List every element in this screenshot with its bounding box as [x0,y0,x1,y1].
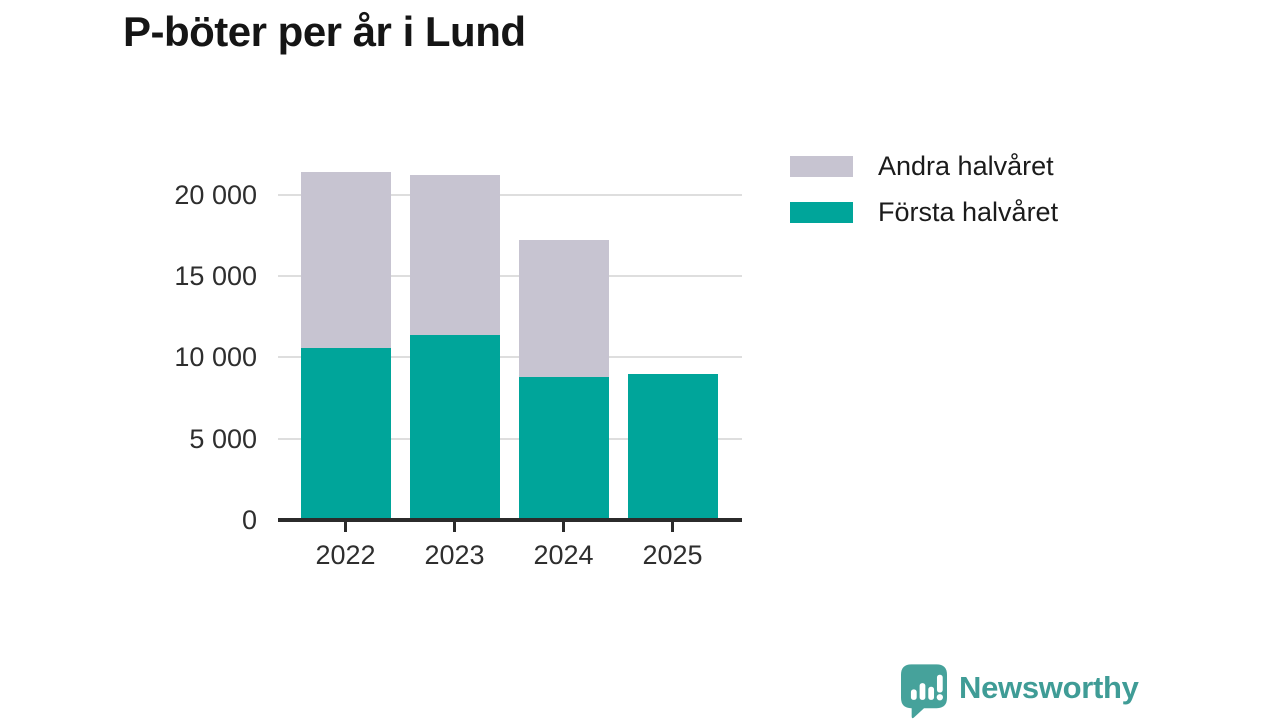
x-axis-tick [344,522,347,532]
plot-area: 0 5 000 10 000 15 000 20 000 2022 2023 2024 2025 [174,158,742,570]
bar-2025-f-rsta-halv-ret [627,373,718,520]
legend: Andra halvåret Första halvåret [790,151,1059,244]
legend-label-forsta: Första halvåret [878,197,1059,227]
y-axis-tick-label: 15 000 [174,260,257,291]
y-axis-tick-label: 0 [241,505,257,535]
newsworthy-wordmark: Newsworthy [959,670,1139,705]
bar-2024-andra-halv-ret [518,240,609,377]
gridline-15000 [278,274,742,277]
x-axis-line [278,518,742,522]
x-axis-tick-label: 2022 [315,540,376,570]
gridline-20000 [278,193,742,196]
legend-swatch-andra [790,156,853,177]
legend-item-forsta-halvaret: Första halvåret [790,197,1059,227]
x-axis-tick-label: 2024 [533,540,594,570]
legend-label-andra: Andra halvåret [878,151,1054,181]
bar-2022-f-rsta-halv-ret [300,347,391,520]
gridline-10000 [278,356,742,359]
y-axis-tick-label: 20 000 [174,179,257,210]
x-axis-tick [453,522,456,532]
legend-swatch-forsta [790,202,853,223]
legend-item-andra-halvaret: Andra halvåret [790,151,1058,181]
bar-2022-andra-halv-ret [300,171,391,348]
y-axis-tick-label: 10 000 [174,342,257,373]
y-axis-tick-label: 5 000 [189,423,257,454]
x-axis-tick [562,522,565,532]
bar-2023-andra-halv-ret [409,175,500,335]
newsworthy-icon [901,664,947,719]
gridline-5000 [278,437,742,440]
x-axis-tick [671,522,674,532]
x-axis-tick-label: 2025 [642,540,703,570]
x-axis-tick-label: 2023 [424,540,485,570]
bar-2024-f-rsta-halv-ret [518,376,609,520]
chart-title: P-böter per år i Lund [123,8,526,55]
bar-2023-f-rsta-halv-ret [409,334,500,520]
newsworthy-logo: Newsworthy [901,664,1139,719]
